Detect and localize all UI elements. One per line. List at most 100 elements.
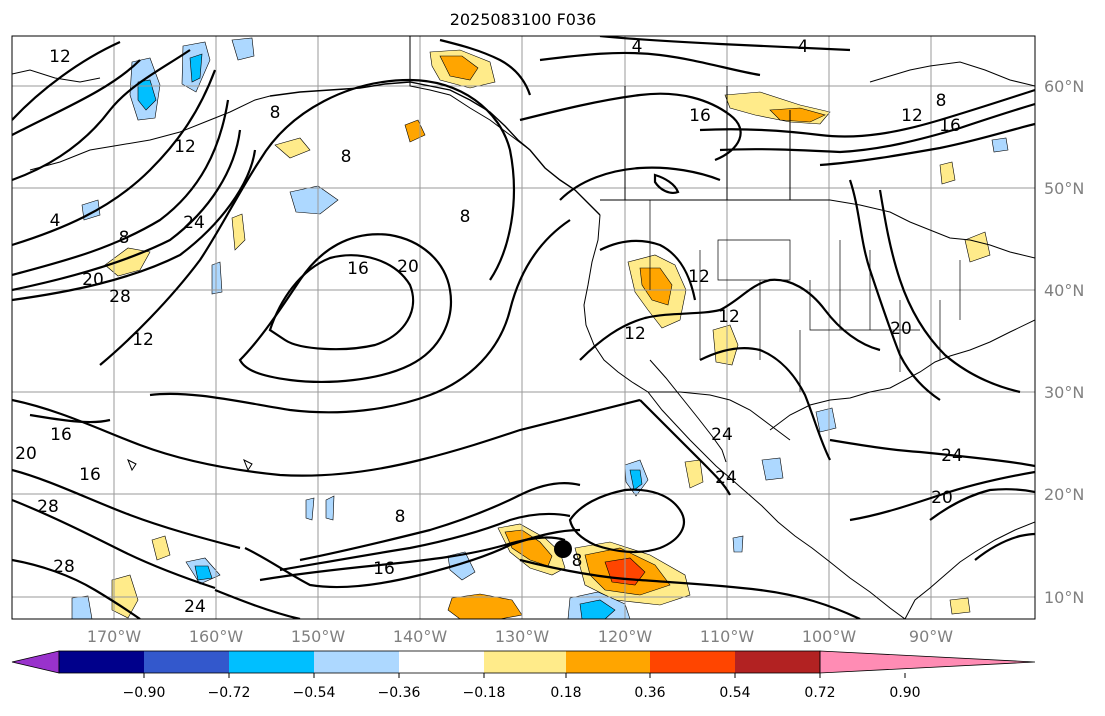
contour-line [599, 239, 697, 301]
shade-positive-gulf-of-alaska-core [439, 55, 479, 81]
lon-label: 110°W [700, 627, 755, 646]
contour-label: 20 [397, 257, 419, 277]
contour-label: 20 [931, 488, 953, 508]
shade-negative-gulf [815, 407, 837, 433]
shade-negative-small-4 [325, 495, 335, 521]
shade-negative-small-3 [305, 497, 315, 521]
colorbar-segment [566, 651, 650, 673]
contour-line [259, 536, 566, 582]
border-us-states [649, 200, 961, 392]
shade-negative-aleutians-core [189, 53, 203, 83]
contour-line [699, 346, 831, 461]
coastline-mexico-pacific [647, 391, 906, 619]
colorbar-segment [59, 651, 144, 673]
colorbar-segment [399, 651, 484, 673]
map-area: 12 4 4 8 16 12 16 8 8 4 12 24 8 20 28 12… [12, 36, 1035, 619]
contour-line [214, 588, 301, 619]
coastline-aleutians [29, 95, 271, 171]
island-hawaii-1 [127, 458, 137, 472]
shade-negative-aleutians-east [231, 37, 255, 61]
contour-label: 24 [183, 213, 205, 233]
coastlines-and-borders [12, 36, 1035, 619]
contour-line [599, 36, 851, 52]
storm-center-marker [554, 540, 572, 558]
contour-line [819, 122, 1035, 167]
shade-positive-canada-core [769, 107, 826, 123]
contour-line [12, 398, 641, 477]
contour-label: 20 [82, 270, 104, 290]
contour-label: 8 [270, 103, 281, 123]
shade-negative-mexico-1-core [629, 469, 643, 491]
contour-label: 24 [715, 468, 737, 488]
shade-negative-south-3-core [194, 565, 213, 581]
contour-label: 12 [718, 307, 740, 327]
contour-line [829, 438, 1035, 468]
colorbar: −0.90 −0.72 −0.54 −0.36 −0.18 0.18 0.36 … [11, 650, 1036, 701]
contour-line [12, 49, 191, 182]
border-us-mexico [648, 391, 791, 441]
lat-label: 40°N [1044, 281, 1084, 300]
contour-line [699, 88, 1035, 138]
contour-line [439, 38, 532, 96]
shade-positive-small-7 [949, 597, 971, 615]
map-frame [11, 35, 1036, 620]
colorbar-segment [650, 651, 735, 673]
colorbar-segment [314, 651, 399, 673]
shade-positive-small-1 [274, 137, 311, 159]
shade-positive-small-5 [939, 161, 956, 185]
shade-positive-small-4 [684, 459, 704, 489]
shade-negative-small-6 [991, 137, 1009, 153]
contour-label: 8 [395, 507, 406, 527]
contour-label: 8 [572, 551, 583, 571]
shade-positive-small-8 [964, 231, 991, 263]
contour-label: 12 [49, 47, 71, 67]
colorbar-tick-label: −0.90 [123, 685, 166, 701]
colorbar-ticks [143, 673, 906, 678]
contour-line [12, 129, 242, 292]
contour-label: 24 [941, 446, 963, 466]
colorbar-outline [58, 650, 821, 674]
lon-label: 90°W [909, 627, 953, 646]
lon-label: 100°W [802, 627, 857, 646]
shade-positive-south [447, 593, 523, 619]
contour-lines [12, 36, 1035, 619]
shade-positive-small-3 [231, 213, 246, 251]
contour-line [878, 189, 1021, 394]
contour-label: 20 [15, 444, 37, 464]
contour-line [99, 78, 516, 366]
shade-negative-south-2-core [579, 599, 616, 619]
contour-line [12, 59, 141, 136]
contour-line [559, 166, 721, 201]
contour-label: 16 [50, 425, 72, 445]
border-canada-us [600, 199, 1035, 259]
contour-line [12, 468, 241, 550]
lon-label: 130°W [495, 627, 550, 646]
contour-line [519, 92, 742, 162]
contour-label: 8 [119, 228, 130, 248]
contour-labels: 12 4 4 8 16 12 16 8 8 4 12 24 8 20 28 12… [15, 37, 963, 617]
colorbar-tick-label: 0.54 [719, 685, 750, 701]
contour-label: 28 [37, 497, 59, 517]
contour-label: 12 [132, 330, 154, 350]
shaded-fields [71, 37, 1009, 619]
contour-line [12, 40, 121, 121]
lat-label: 20°N [1044, 485, 1084, 504]
contour-line [639, 399, 731, 496]
lat-label: 30°N [1044, 383, 1084, 402]
colorbar-tick-labels: −0.90 −0.72 −0.54 −0.36 −0.18 0.18 0.36 … [123, 685, 921, 701]
contour-line [12, 69, 217, 247]
colorbar-tick-label: −0.18 [463, 685, 506, 701]
lat-label: 60°N [1044, 77, 1084, 96]
island-hawaii-2 [243, 458, 253, 472]
shade-positive-small-6 [151, 535, 171, 561]
longitude-labels: 170°W 160°W 150°W 140°W 130°W 120°W 110°… [87, 627, 953, 646]
contour-line [149, 219, 571, 414]
contour-label: 12 [624, 324, 646, 344]
lon-label: 150°W [291, 627, 346, 646]
border-alaska-canada [409, 36, 531, 151]
colorbar-tick-label: 0.90 [889, 685, 920, 701]
contour-line [539, 51, 761, 77]
contour-line [579, 278, 881, 361]
